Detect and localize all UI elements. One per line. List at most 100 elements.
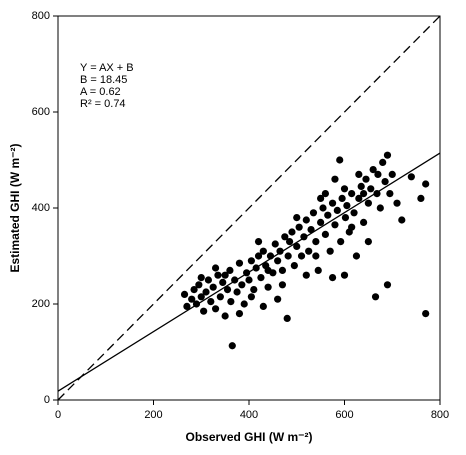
- point: [245, 276, 253, 284]
- fit-intercept: B = 18.45: [80, 74, 127, 86]
- point: [202, 288, 210, 296]
- point: [388, 170, 396, 178]
- point: [183, 302, 191, 310]
- point: [355, 170, 363, 178]
- point: [362, 175, 370, 183]
- point: [216, 293, 224, 301]
- point: [223, 286, 232, 294]
- point: [376, 204, 384, 212]
- point: [348, 223, 356, 231]
- point: [338, 194, 346, 202]
- point: [211, 305, 220, 313]
- point: [278, 266, 287, 274]
- point: [326, 247, 334, 255]
- y-tick-label: 800: [32, 10, 50, 22]
- point: [317, 194, 325, 202]
- point: [321, 190, 329, 198]
- point: [278, 281, 287, 289]
- point: [240, 300, 248, 308]
- point: [324, 211, 332, 219]
- point: [407, 173, 415, 181]
- x-axis-title: Observed GHI (W m⁻²): [185, 430, 312, 444]
- point: [266, 252, 275, 260]
- point: [238, 281, 246, 289]
- point: [302, 216, 310, 224]
- point: [364, 199, 372, 207]
- point: [336, 156, 344, 164]
- point: [357, 182, 365, 190]
- y-axis-title: Estimated GHI (W m⁻²): [8, 143, 22, 272]
- point: [379, 158, 387, 166]
- point: [343, 202, 351, 210]
- point: [285, 238, 294, 246]
- point: [259, 247, 267, 255]
- point: [250, 286, 258, 294]
- point: [367, 185, 375, 193]
- x-tick-label: 800: [431, 409, 449, 421]
- point: [204, 276, 213, 284]
- point: [281, 233, 289, 241]
- point: [422, 180, 430, 188]
- point: [350, 209, 358, 217]
- point: [235, 259, 244, 267]
- point: [302, 271, 310, 279]
- point: [247, 257, 255, 265]
- point: [383, 281, 392, 289]
- point: [252, 264, 260, 272]
- point: [209, 283, 217, 291]
- point: [288, 228, 296, 236]
- point: [348, 190, 356, 198]
- point: [352, 252, 361, 260]
- point: [331, 221, 339, 229]
- point: [383, 151, 392, 159]
- point: [247, 293, 255, 301]
- point: [200, 307, 208, 315]
- point: [355, 194, 363, 202]
- point: [264, 266, 272, 274]
- point: [254, 238, 263, 246]
- point: [340, 185, 349, 193]
- point: [259, 302, 267, 310]
- point: [274, 295, 282, 303]
- fit-r2: R² = 0.74: [80, 98, 126, 110]
- fit-equation: Y = AX + B: [80, 62, 134, 74]
- point: [195, 281, 203, 289]
- point: [360, 218, 368, 226]
- point: [319, 204, 327, 212]
- x-tick-label: 0: [55, 409, 61, 421]
- y-tick-label: 0: [44, 394, 50, 406]
- point: [360, 190, 368, 198]
- point: [381, 178, 389, 186]
- point: [197, 293, 205, 301]
- point: [197, 274, 205, 282]
- point: [192, 300, 201, 308]
- point: [190, 286, 198, 294]
- point: [284, 252, 292, 260]
- point: [290, 262, 298, 270]
- point: [231, 276, 239, 284]
- point: [398, 216, 406, 224]
- point: [293, 242, 301, 250]
- point: [228, 342, 236, 350]
- y-tick-label: 200: [32, 298, 50, 310]
- point: [207, 298, 215, 306]
- x-tick-label: 400: [240, 409, 258, 421]
- point: [373, 190, 381, 198]
- point: [214, 271, 222, 279]
- point: [274, 257, 282, 265]
- point: [317, 218, 325, 226]
- point: [264, 283, 272, 291]
- point: [254, 252, 263, 260]
- one-to-one-line: [57, 15, 441, 401]
- point: [271, 240, 279, 248]
- point: [328, 274, 337, 282]
- point: [257, 274, 265, 282]
- point: [221, 271, 229, 279]
- point: [364, 238, 372, 246]
- y-tick-label: 400: [32, 202, 50, 214]
- point: [211, 264, 220, 272]
- point: [180, 290, 189, 298]
- point: [393, 199, 401, 207]
- point: [305, 247, 313, 255]
- point: [312, 238, 320, 246]
